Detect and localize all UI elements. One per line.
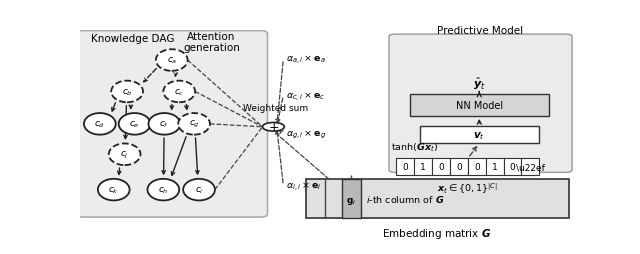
Text: $\alpha_{c,i} \times \mathbf{e}_c$: $\alpha_{c,i} \times \mathbf{e}_c$ [286, 90, 325, 102]
FancyBboxPatch shape [306, 179, 568, 218]
Text: $\hat{\boldsymbol{y}}_t$: $\hat{\boldsymbol{y}}_t$ [473, 75, 486, 91]
Text: 0: 0 [474, 162, 479, 171]
FancyBboxPatch shape [414, 158, 432, 175]
Text: $c_i$: $c_i$ [195, 185, 204, 195]
FancyBboxPatch shape [396, 158, 414, 175]
Text: Embedding matrix $\boldsymbol{G}$: Embedding matrix $\boldsymbol{G}$ [383, 226, 492, 240]
Text: $c_a$: $c_a$ [166, 56, 177, 66]
Text: $\boldsymbol{v}_t$: $\boldsymbol{v}_t$ [474, 129, 485, 141]
Text: 0: 0 [403, 162, 408, 171]
Ellipse shape [111, 81, 143, 103]
Ellipse shape [148, 114, 180, 135]
Text: NN Model: NN Model [456, 101, 503, 111]
FancyBboxPatch shape [389, 35, 572, 173]
Text: $\mathbf{g}_i$: $\mathbf{g}_i$ [346, 195, 356, 206]
Ellipse shape [98, 179, 130, 201]
Ellipse shape [118, 114, 150, 135]
Text: Weighted sum: Weighted sum [243, 104, 308, 113]
Text: $\alpha_{i,i} \times \mathbf{e}_i$: $\alpha_{i,i} \times \mathbf{e}_i$ [286, 180, 321, 192]
Text: $\alpha_{g,i} \times \mathbf{e}_g$: $\alpha_{g,i} \times \mathbf{e}_g$ [286, 128, 326, 140]
Text: $c_b$: $c_b$ [122, 87, 132, 97]
Text: $c_d$: $c_d$ [94, 119, 106, 130]
Text: Knowledge DAG: Knowledge DAG [91, 34, 175, 43]
Circle shape [262, 123, 284, 132]
FancyBboxPatch shape [420, 126, 539, 144]
FancyBboxPatch shape [486, 158, 504, 175]
Text: $c_k$: $c_k$ [108, 185, 119, 195]
Text: $\boldsymbol{x}_t \in \{0,1\}^{|C|}$: $\boldsymbol{x}_t \in \{0,1\}^{|C|}$ [438, 181, 499, 195]
FancyBboxPatch shape [504, 158, 522, 175]
Ellipse shape [156, 50, 188, 72]
FancyBboxPatch shape [450, 158, 468, 175]
Text: $\tanh(\boldsymbol{G}\boldsymbol{x}_t)$: $\tanh(\boldsymbol{G}\boldsymbol{x}_t)$ [392, 141, 438, 153]
Text: $c_g$: $c_g$ [189, 119, 200, 130]
Text: 1: 1 [420, 162, 426, 171]
Text: Attention
generation: Attention generation [183, 31, 240, 53]
Ellipse shape [183, 179, 215, 201]
FancyBboxPatch shape [468, 158, 486, 175]
Ellipse shape [147, 179, 179, 201]
Text: $i$-th column of $\boldsymbol{G}$: $i$-th column of $\boldsymbol{G}$ [365, 193, 444, 204]
Text: Predictive Model: Predictive Model [438, 25, 524, 35]
Ellipse shape [84, 114, 116, 135]
Ellipse shape [163, 81, 195, 103]
Text: 0: 0 [456, 162, 462, 171]
Text: \u22ef: \u22ef [516, 162, 545, 171]
FancyBboxPatch shape [342, 179, 361, 218]
Ellipse shape [109, 144, 141, 165]
Text: $c_h$: $c_h$ [158, 185, 168, 195]
Ellipse shape [178, 114, 210, 135]
Text: $+$: $+$ [268, 121, 279, 134]
FancyBboxPatch shape [432, 158, 450, 175]
Text: $\alpha_{a,i} \times \mathbf{e}_a$: $\alpha_{a,i} \times \mathbf{e}_a$ [286, 53, 326, 66]
Text: $c_j$: $c_j$ [120, 149, 129, 160]
FancyBboxPatch shape [77, 31, 268, 217]
Text: 0: 0 [509, 162, 515, 171]
Text: 0: 0 [438, 162, 444, 171]
FancyBboxPatch shape [522, 158, 540, 175]
Text: 1: 1 [492, 162, 497, 171]
Text: $c_c$: $c_c$ [174, 87, 184, 97]
FancyBboxPatch shape [410, 95, 548, 117]
Text: $c_f$: $c_f$ [159, 119, 170, 130]
Text: $c_e$: $c_e$ [129, 119, 140, 130]
